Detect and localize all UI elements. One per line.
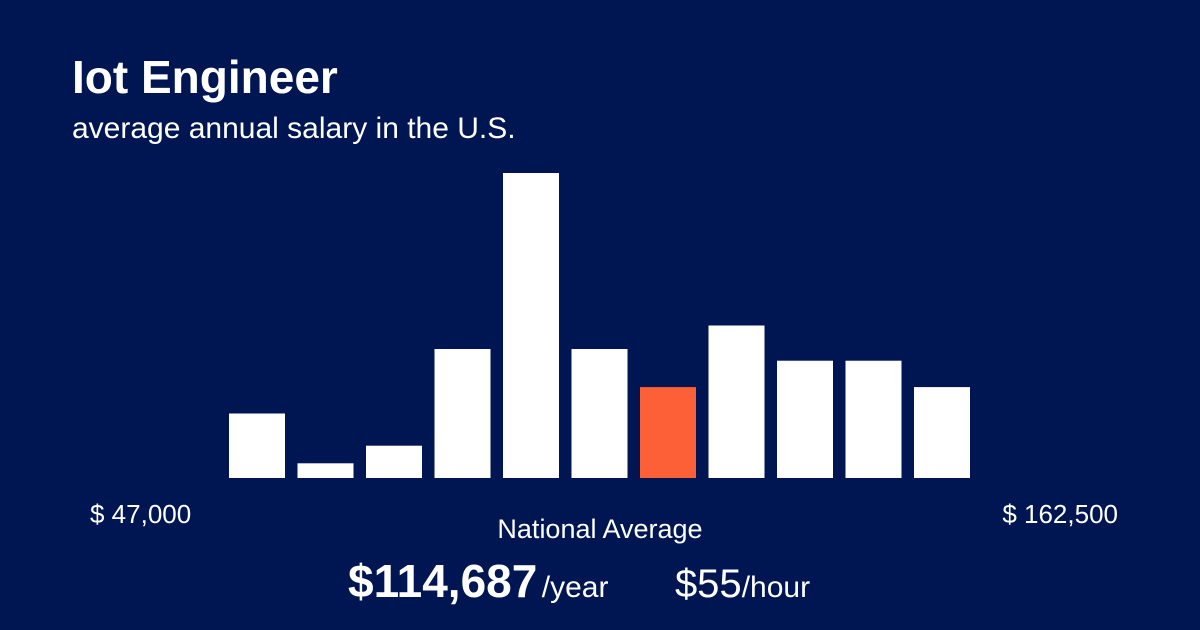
histogram-bar-8 <box>708 325 765 478</box>
range-min-label: $ 47,000 <box>90 499 192 529</box>
job-title: Iot Engineer <box>72 51 338 103</box>
histogram-bar-3 <box>366 445 422 478</box>
histogram-bar-2 <box>297 463 354 478</box>
histogram-bar-5 <box>503 173 559 478</box>
annual-salary-value: $114,687 <box>348 555 538 607</box>
national-average-label: National Average <box>497 514 703 544</box>
hourly-rate-value: $55 <box>674 562 742 606</box>
histogram-bar-national-average <box>640 387 696 478</box>
hourly-rate-unit: /hour <box>741 571 811 604</box>
range-max-label: $ 162,500 <box>1002 499 1118 529</box>
histogram-bar-1 <box>229 413 285 478</box>
histogram-bar-9 <box>777 360 833 478</box>
histogram-bar-4 <box>434 349 491 478</box>
histogram-bar-6 <box>571 349 628 478</box>
histogram-bar-10 <box>845 360 902 478</box>
chart-subtitle: average annual salary in the U.S. <box>72 112 516 145</box>
histogram-bar-11 <box>914 387 970 478</box>
annual-salary-unit: /year <box>541 571 609 604</box>
salary-figures: $114,687 /year $55/hour <box>348 558 810 604</box>
salary-histogram <box>229 173 970 478</box>
